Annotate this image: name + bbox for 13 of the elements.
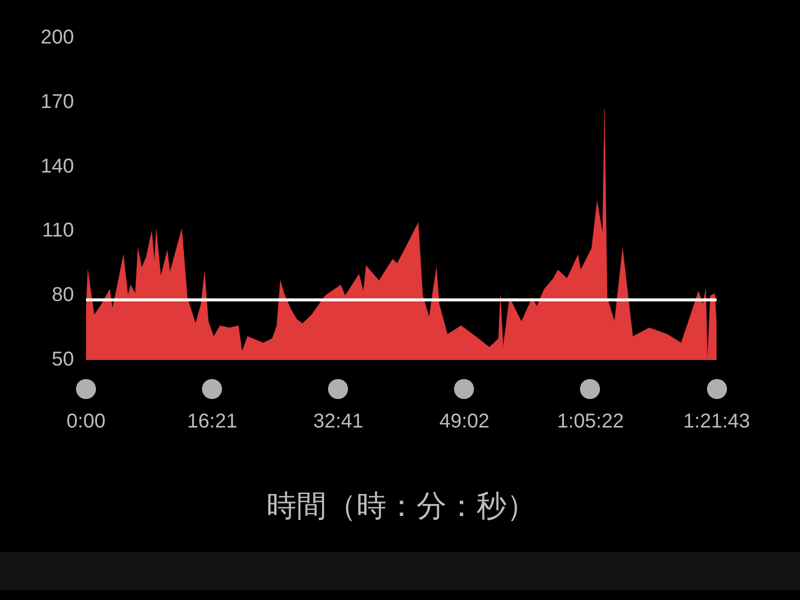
x-tick-label: 1:05:22 (557, 410, 624, 433)
x-axis-title: 時間（時：分：秒） (266, 488, 536, 524)
y-tick-label: 140 (40, 155, 74, 178)
x-tick-label: 16:21 (187, 410, 238, 433)
x-tick-label: 49:02 (439, 410, 490, 433)
x-tick-label: 1:21:43 (683, 410, 750, 433)
y-tick-label: 50 (52, 348, 74, 371)
y-tick-label: 200 (40, 26, 74, 49)
x-tick-label: 32:41 (313, 410, 364, 433)
y-tick-label: 80 (52, 284, 74, 306)
x-tick-label: 0:00 (66, 410, 106, 433)
y-tick-label: 110 (42, 220, 74, 242)
y-tick-label: 170 (40, 90, 74, 113)
